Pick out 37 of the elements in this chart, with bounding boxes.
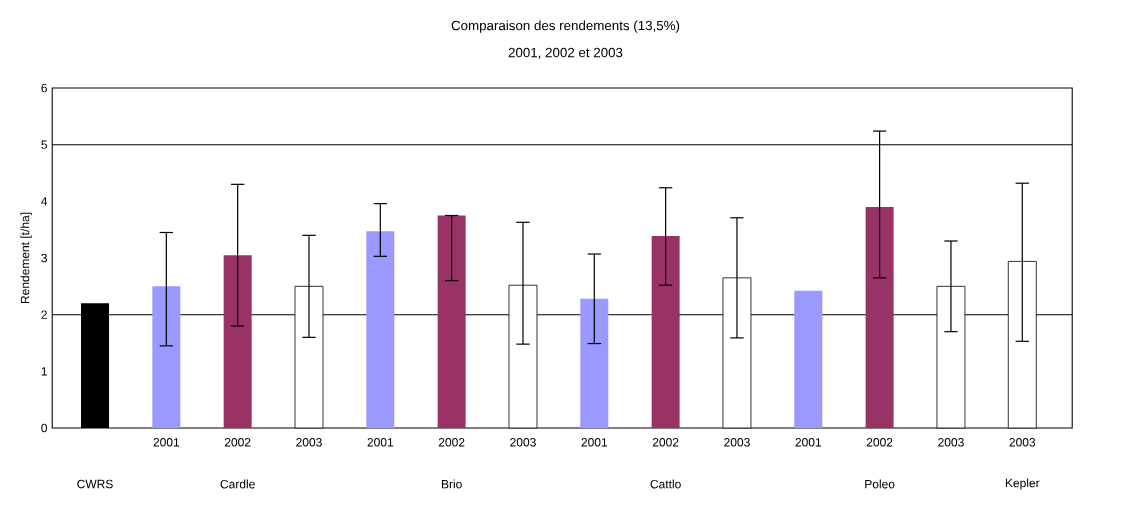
y-tick-label: 2 — [41, 310, 47, 319]
y-axis-title: Rendement [t/ha] — [20, 212, 32, 304]
x-tick-label: 2002 — [224, 438, 251, 447]
text: Cattlo — [650, 479, 681, 489]
y-tick-label: 5 — [41, 140, 47, 149]
chart-subtitle: 2001, 2002 et 2003 — [508, 47, 623, 59]
bar — [223, 255, 252, 428]
x-tick-label: 2001 — [795, 438, 822, 447]
bar — [651, 235, 680, 428]
x-tick-label: 2003 — [724, 438, 750, 447]
bar — [865, 207, 894, 428]
bar — [152, 286, 181, 428]
x-tick-label: 2002 — [866, 438, 893, 447]
text: Kepler — [1005, 478, 1040, 490]
x-tick-label: 2003 — [938, 438, 964, 447]
x-tick-label: 2003 — [296, 438, 322, 447]
y-tick-label: 6 — [41, 83, 47, 93]
text: Brio — [441, 479, 462, 489]
text: Cardle — [220, 479, 255, 489]
x-tick-label: 2002 — [438, 438, 465, 447]
x-tick-label: 2001 — [367, 438, 394, 447]
y-tick-label: 3 — [41, 253, 47, 263]
chart-title: Comparaison des rendements (13,5%) — [451, 20, 680, 33]
x-tick-label: 2003 — [1009, 438, 1036, 447]
x-tick-label: 2001 — [581, 438, 608, 447]
y-tick-label: 0 — [41, 423, 48, 433]
bar — [366, 231, 395, 428]
y-tick-label: 1 — [41, 367, 47, 376]
bar — [794, 290, 823, 428]
x-tick-label: 2003 — [510, 438, 536, 447]
text: CWRS — [77, 479, 113, 489]
bar — [580, 298, 609, 428]
x-tick-label: 2001 — [153, 438, 180, 447]
text: Poleo — [865, 479, 895, 489]
bar — [437, 215, 466, 428]
y-tick-label: 4 — [41, 197, 48, 206]
x-tick-label: 2002 — [652, 438, 679, 447]
